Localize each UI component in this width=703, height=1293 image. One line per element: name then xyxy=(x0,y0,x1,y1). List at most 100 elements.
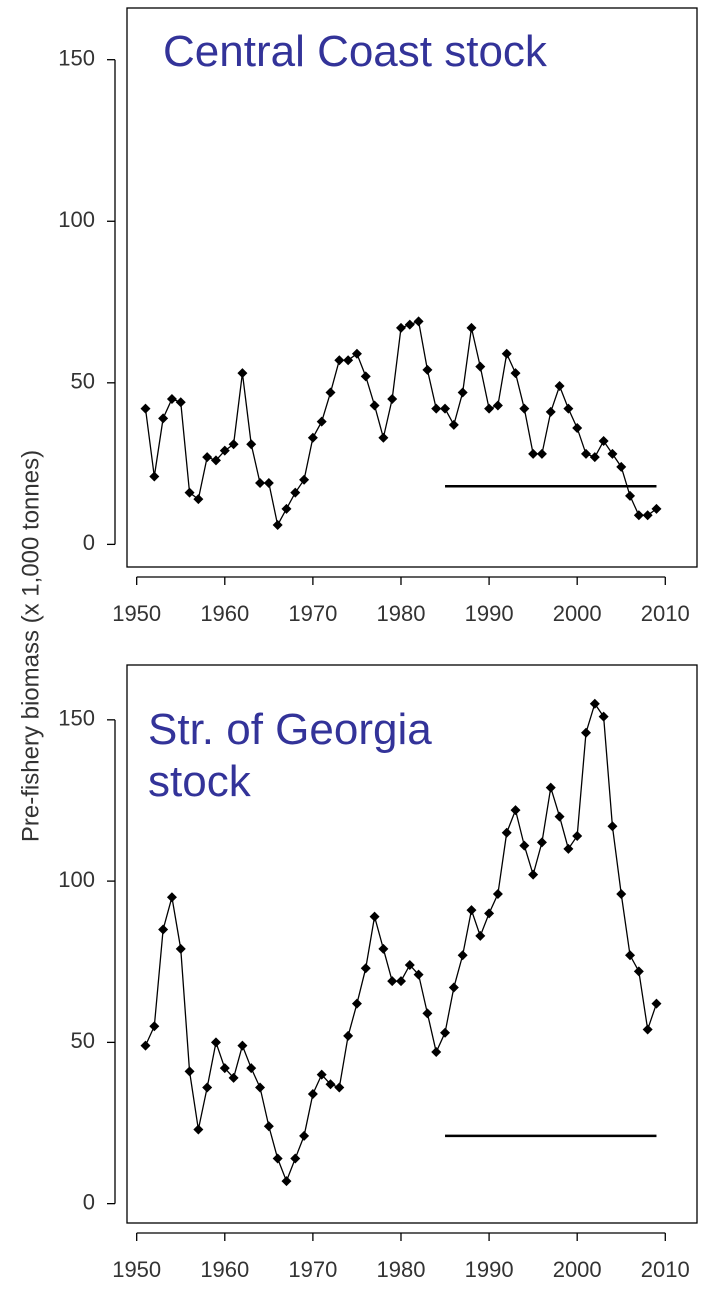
data-point xyxy=(651,998,662,1009)
data-point xyxy=(607,448,618,459)
data-point xyxy=(395,976,406,987)
x-tick-label: 1950 xyxy=(112,1257,161,1282)
data-point xyxy=(598,711,609,722)
data-point xyxy=(158,924,169,935)
data-point xyxy=(193,1124,204,1135)
data-point xyxy=(616,461,627,472)
data-point xyxy=(228,1072,239,1083)
data-point xyxy=(272,519,283,530)
y-tick-label: 150 xyxy=(58,46,95,71)
data-point xyxy=(422,364,433,375)
data-point xyxy=(387,393,398,404)
data-point xyxy=(378,943,389,954)
data-point xyxy=(528,448,539,459)
data-point xyxy=(166,393,177,404)
data-point xyxy=(528,869,539,880)
x-tick-label: 2010 xyxy=(641,1257,690,1282)
data-point xyxy=(422,1008,433,1019)
data-point xyxy=(466,905,477,916)
data-point xyxy=(307,432,318,443)
data-point xyxy=(307,1088,318,1099)
data-point xyxy=(475,361,486,372)
plot-box xyxy=(126,664,698,1224)
x-tick-label: 1990 xyxy=(465,1257,514,1282)
data-point xyxy=(413,969,424,980)
data-point xyxy=(457,950,468,961)
data-point xyxy=(536,448,547,459)
data-point xyxy=(219,1063,230,1074)
data-point xyxy=(510,368,521,379)
data-point xyxy=(299,1130,310,1141)
data-point xyxy=(545,406,556,417)
data-point xyxy=(343,355,354,366)
data-point xyxy=(246,439,257,450)
data-point xyxy=(316,1069,327,1080)
data-point xyxy=(369,911,380,922)
data-point xyxy=(193,494,204,505)
data-point xyxy=(536,837,547,848)
data-point xyxy=(492,889,503,900)
data-point xyxy=(175,397,186,408)
x-tick-label: 1960 xyxy=(200,601,249,626)
data-point xyxy=(140,1040,151,1051)
x-tick-label: 1980 xyxy=(377,601,426,626)
data-point xyxy=(219,445,230,456)
y-tick-label: 0 xyxy=(83,530,95,555)
x-tick-label: 2000 xyxy=(553,601,602,626)
data-point xyxy=(475,930,486,941)
data-point xyxy=(484,403,495,414)
data-point xyxy=(484,908,495,919)
data-point xyxy=(325,387,336,398)
y-tick-label: 0 xyxy=(83,1189,95,1214)
data-point xyxy=(334,1082,345,1093)
data-point xyxy=(519,403,530,414)
data-point xyxy=(633,966,644,977)
data-point xyxy=(580,727,591,738)
data-point xyxy=(431,1047,442,1058)
data-point xyxy=(387,976,398,987)
data-point xyxy=(642,1024,653,1035)
data-point xyxy=(413,316,424,327)
data-point xyxy=(166,892,177,903)
data-point xyxy=(202,452,213,463)
data-point xyxy=(184,487,195,498)
data-point xyxy=(175,943,186,954)
y-tick-label: 150 xyxy=(58,706,95,731)
data-point xyxy=(184,1066,195,1077)
data-point xyxy=(633,510,644,521)
x-tick-label: 1990 xyxy=(465,601,514,626)
data-point xyxy=(158,413,169,424)
data-point xyxy=(440,403,451,414)
data-point xyxy=(202,1082,213,1093)
y-tick-label: 50 xyxy=(71,369,95,394)
x-tick-label: 1960 xyxy=(200,1257,249,1282)
y-axis-label: Pre-fishery biomass (x 1,000 tonnes) xyxy=(17,450,44,842)
x-tick-label: 1970 xyxy=(288,1257,337,1282)
data-point xyxy=(255,477,266,488)
data-point xyxy=(343,1030,354,1041)
data-point xyxy=(210,1037,221,1048)
data-point xyxy=(651,503,662,514)
data-point xyxy=(237,368,248,379)
data-point xyxy=(545,782,556,793)
data-point xyxy=(510,805,521,816)
data-point xyxy=(237,1040,248,1051)
data-point xyxy=(360,963,371,974)
data-point xyxy=(369,400,380,411)
x-tick-label: 2000 xyxy=(553,1257,602,1282)
data-point xyxy=(281,503,292,514)
data-point xyxy=(281,1176,292,1187)
data-point xyxy=(431,403,442,414)
data-point xyxy=(404,959,415,970)
data-point xyxy=(395,322,406,333)
data-point xyxy=(290,1153,301,1164)
data-point xyxy=(563,843,574,854)
data-point xyxy=(448,982,459,993)
x-tick-label: 1950 xyxy=(112,601,161,626)
data-point xyxy=(299,474,310,485)
data-point xyxy=(263,477,274,488)
panel-title: Str. of Georgia stock xyxy=(148,705,432,806)
data-point xyxy=(598,435,609,446)
data-point xyxy=(404,319,415,330)
